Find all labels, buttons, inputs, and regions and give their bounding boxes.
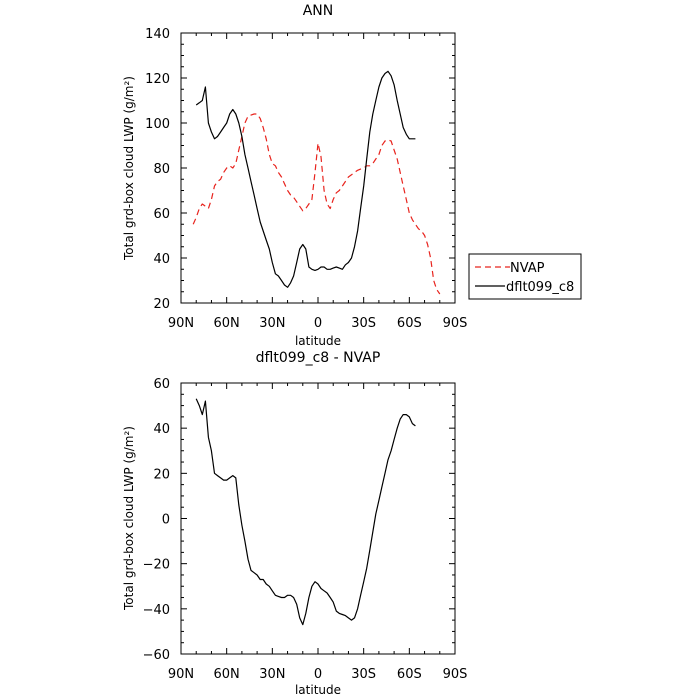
x-tick-label: 60S xyxy=(397,667,422,682)
top-x-axis-label: latitude xyxy=(295,334,341,348)
y-tick-label: 100 xyxy=(145,117,170,132)
y-tick-label: 60 xyxy=(153,377,170,392)
y-tick-label: 20 xyxy=(153,297,170,312)
x-tick-label: 0 xyxy=(314,667,322,682)
y-tick-label: 120 xyxy=(145,72,170,87)
series-line-nvap xyxy=(192,113,441,295)
x-tick-label: 30S xyxy=(351,667,376,682)
x-tick-label: 60N xyxy=(214,316,240,331)
top-panel: ANN 90N 60N 30N 0 30S 60S 90S 20 40 60 80 100 120 14… xyxy=(122,3,467,348)
bottom-chart-title: dflt099_c8 - NVAP xyxy=(256,350,381,366)
x-tick-label: 0 xyxy=(314,316,322,331)
x-tick-label: 60N xyxy=(214,667,240,682)
legend: NVAP dflt099_c8 xyxy=(468,253,582,300)
legend-label-dflt099-c8: dflt099_c8 xyxy=(506,280,574,295)
x-tick-label: 30S xyxy=(351,316,376,331)
y-tick-label: 60 xyxy=(153,207,170,222)
y-tick-label: −60 xyxy=(143,648,170,663)
y-tick-label: 140 xyxy=(145,27,170,42)
y-tick-label: 0 xyxy=(162,513,170,528)
bottom-plot-frame xyxy=(180,382,456,655)
x-tick-label: 30N xyxy=(259,316,285,331)
x-tick-label: 60S xyxy=(397,316,422,331)
x-tick-label: 90N xyxy=(168,667,194,682)
series-line-difference xyxy=(195,398,416,626)
top-plot-frame xyxy=(180,32,456,304)
x-tick-label: 90S xyxy=(443,667,468,682)
y-tick-label: −20 xyxy=(143,558,170,573)
bottom-x-axis-label: latitude xyxy=(295,683,341,697)
legend-label-nvap: NVAP xyxy=(510,261,545,276)
x-tick-label: 90S xyxy=(443,316,468,331)
bottom-panel: dflt099_c8 - NVAP 90N 60N 30N 0 30S 60S 90S −6… xyxy=(122,350,467,697)
top-y-axis-label: Total grd-box cloud LWP (g/m²) xyxy=(122,76,136,261)
x-tick-label: 30N xyxy=(259,667,285,682)
y-tick-label: 80 xyxy=(153,162,170,177)
series-line-dflt099-c8 xyxy=(195,70,416,288)
x-tick-label: 90N xyxy=(168,316,194,331)
y-tick-label: 40 xyxy=(153,252,170,267)
y-tick-label: 20 xyxy=(153,467,170,482)
top-chart-title: ANN xyxy=(303,3,334,19)
y-tick-label: 40 xyxy=(153,422,170,437)
y-tick-label: −40 xyxy=(143,603,170,618)
bottom-y-axis-label: Total grd-box cloud LWP (g/m²) xyxy=(122,426,136,611)
legend-box xyxy=(468,253,582,300)
